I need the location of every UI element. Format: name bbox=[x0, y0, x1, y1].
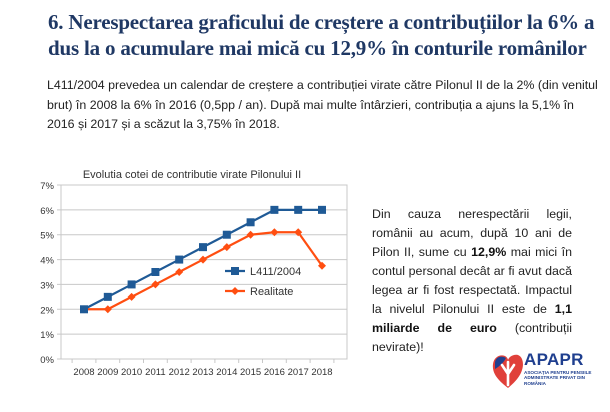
data-point-realitate bbox=[294, 228, 303, 237]
impact-percent: 12,9% bbox=[471, 245, 507, 259]
impact-text-1: Din cauza nerespectării legii, românii a… bbox=[372, 207, 572, 259]
x-tick-label: 2015 bbox=[240, 367, 261, 378]
impact-amount: 1,1 miliarde de euro bbox=[372, 302, 572, 335]
data-point-l411-2004 bbox=[175, 255, 184, 264]
logo-subtitle: Asociația pentru Pensiile Administrate P… bbox=[524, 370, 592, 386]
y-tick-label: 4% bbox=[40, 256, 54, 267]
data-point-l411-2004 bbox=[151, 268, 160, 276]
legend-label-realitate: Realitate bbox=[250, 286, 293, 298]
data-point-l411-2004 bbox=[318, 205, 326, 214]
y-tick-label: 7% bbox=[40, 181, 54, 192]
data-point-realitate bbox=[318, 261, 326, 270]
x-tick-label: 2011 bbox=[145, 367, 165, 378]
data-point-l411-2004 bbox=[199, 243, 207, 252]
data-point-realitate bbox=[199, 255, 207, 264]
x-tick-label: 2009 bbox=[97, 367, 118, 378]
x-tick-label: 2012 bbox=[169, 367, 190, 378]
data-point-l411-2004 bbox=[80, 305, 88, 314]
x-tick-label: 2008 bbox=[73, 367, 94, 378]
legend-marker-realitate bbox=[231, 287, 239, 295]
apapr-logo: APAPR Asociația pentru Pensiile Administ… bbox=[492, 350, 604, 392]
y-tick-label: 6% bbox=[40, 206, 54, 217]
data-point-l411-2004 bbox=[103, 292, 112, 301]
slide-title: 6. Nerespectarea graficului de creștere … bbox=[48, 10, 595, 60]
impact-text-3: (contribuții nevirate)! bbox=[372, 321, 572, 354]
intro-paragraph: L411/2004 prevedea un calendar de crește… bbox=[47, 78, 598, 131]
data-point-realitate bbox=[151, 280, 160, 289]
legend-label-l411-2004: L411/2004 bbox=[250, 266, 301, 278]
x-tick-label: 2014 bbox=[216, 367, 237, 378]
legend-marker-l411-2004 bbox=[231, 267, 239, 275]
logo-heart-tree-icon bbox=[492, 354, 523, 388]
y-tick-label: 1% bbox=[40, 330, 54, 341]
data-point-realitate bbox=[222, 243, 231, 252]
data-point-realitate bbox=[175, 268, 184, 276]
data-point-l411-2004 bbox=[294, 205, 303, 214]
x-tick-label: 2017 bbox=[288, 367, 309, 378]
y-tick-label: 5% bbox=[40, 231, 54, 242]
data-point-realitate bbox=[246, 230, 255, 239]
impact-paragraph: Din cauza nerespectării legii, românii a… bbox=[372, 205, 572, 357]
data-point-realitate bbox=[270, 228, 279, 237]
y-tick-label: 3% bbox=[40, 280, 54, 291]
data-point-l411-2004 bbox=[127, 280, 136, 289]
data-point-l411-2004 bbox=[246, 218, 255, 227]
chart-series bbox=[80, 205, 326, 314]
chart-axes: 0% 1% 2% 3% 4% 5% 6% 7% 2008 2009 2010 2011 2012 2013… bbox=[40, 181, 335, 378]
data-point-l411-2004 bbox=[222, 230, 231, 239]
y-tick-label: 2% bbox=[40, 305, 54, 316]
data-point-realitate bbox=[103, 305, 112, 314]
chart-legend: L411/2004 Realitate bbox=[225, 266, 301, 298]
x-tick-label: 2018 bbox=[311, 367, 332, 378]
x-tick-label: 2016 bbox=[264, 367, 285, 378]
chart-grid bbox=[57, 184, 348, 360]
data-point-realitate bbox=[127, 292, 136, 301]
logo-name: APAPR bbox=[524, 350, 584, 369]
y-tick-label: 0% bbox=[40, 355, 54, 366]
plot-area bbox=[60, 184, 348, 360]
chart-title: Evolutia cotei de contributie virate Pil… bbox=[83, 169, 301, 181]
data-point-l411-2004 bbox=[270, 205, 279, 214]
impact-text-2: mai mici în contul personal decât ar fi … bbox=[372, 245, 572, 316]
x-tick-label: 2013 bbox=[192, 367, 213, 378]
x-tick-label: 2010 bbox=[121, 367, 142, 378]
